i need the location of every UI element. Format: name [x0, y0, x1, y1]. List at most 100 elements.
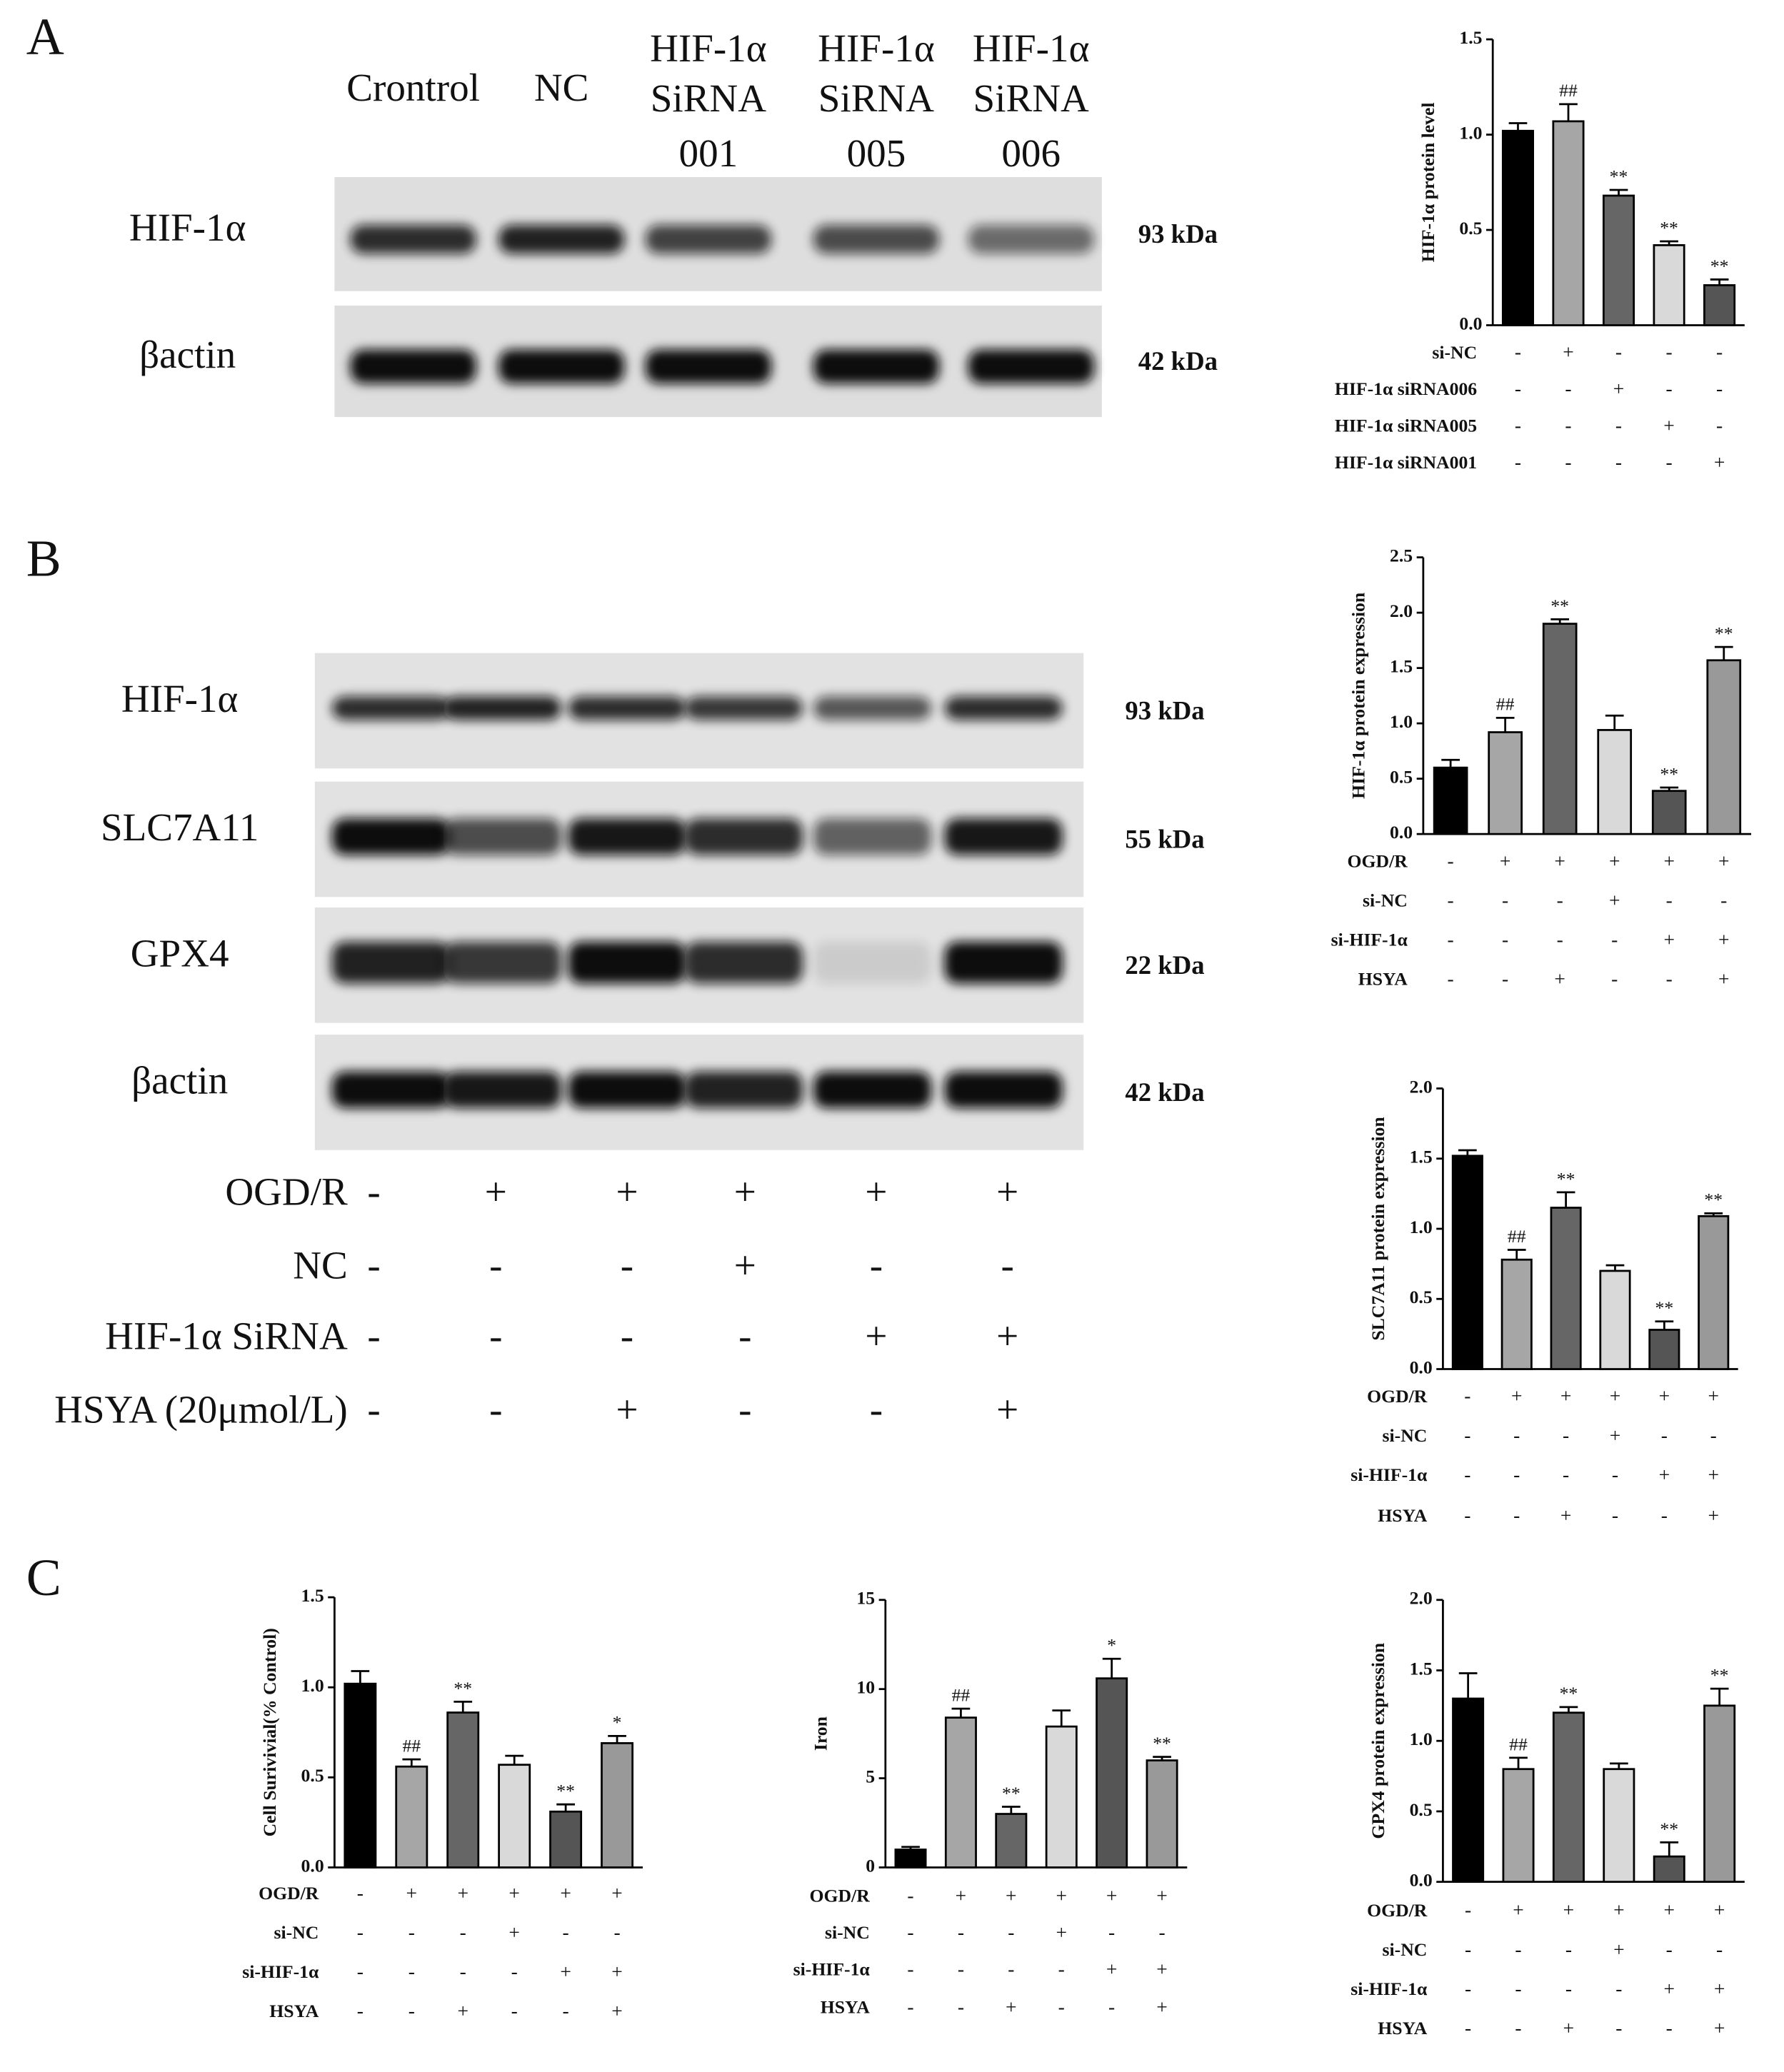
- band: [813, 224, 940, 254]
- condition-sign: -: [1716, 378, 1723, 400]
- blot-row-label: SLC7A11: [101, 805, 259, 849]
- treatment-sign: -: [621, 1314, 633, 1358]
- condition-sign: +: [1106, 1958, 1118, 1980]
- condition-sign: +: [1156, 1996, 1168, 2018]
- condition-sign: -: [1464, 1463, 1470, 1485]
- condition-sign: -: [409, 1961, 415, 1983]
- condition-sign: +: [406, 1881, 418, 1903]
- y-tick-label: 1.0: [1410, 1217, 1433, 1237]
- condition-sign: +: [1613, 1938, 1625, 1960]
- condition-label: si-HIF-1α: [1350, 1464, 1428, 1485]
- condition-sign: +: [1659, 1384, 1670, 1407]
- y-axis-label: Cell Surivivial(% Control): [259, 1628, 280, 1836]
- bar: [944, 1716, 977, 1869]
- significance: **: [1710, 1665, 1729, 1686]
- lane-header: Crontrol: [346, 66, 480, 109]
- condition-sign: -: [1464, 1504, 1470, 1526]
- blot-row-label: HIF-1α: [121, 677, 239, 720]
- lane-header: HIF-1α: [650, 26, 767, 70]
- condition-sign: +: [1708, 1384, 1719, 1407]
- band: [350, 349, 476, 384]
- bar: [1433, 766, 1468, 835]
- condition-sign: -: [907, 1921, 913, 1943]
- significance: **: [1660, 763, 1678, 784]
- condition-sign: -: [1565, 1938, 1572, 1960]
- condition-sign: -: [1615, 2017, 1622, 2039]
- bar: [446, 1711, 480, 1869]
- treatment-label: HSYA (20μmol/L): [54, 1388, 348, 1432]
- y-tick-label: 2.0: [1410, 1076, 1433, 1097]
- condition-sign: -: [1502, 889, 1508, 911]
- treatment-sign: +: [865, 1314, 887, 1358]
- y-axis-label: GPX4 protein expression: [1368, 1643, 1388, 1839]
- y-tick-label: 2.5: [1390, 545, 1413, 566]
- condition-sign: -: [1612, 1463, 1618, 1485]
- condition-sign: -: [1464, 1384, 1470, 1407]
- condition-sign: +: [1663, 1977, 1675, 1999]
- significance: **: [1002, 1783, 1021, 1804]
- bar: [1045, 1725, 1078, 1869]
- band: [568, 1071, 686, 1109]
- condition-sign: +: [611, 1881, 623, 1903]
- condition-sign: +: [1714, 2017, 1725, 2039]
- lane-header: SiRNA: [818, 76, 934, 120]
- bar: [1653, 1855, 1685, 1884]
- y-tick-label: 0.5: [1390, 767, 1413, 788]
- y-tick-label: 5: [866, 1766, 875, 1786]
- condition-label: si-HIF-1α: [242, 1961, 319, 1982]
- condition-sign: -: [1565, 414, 1571, 436]
- y-tick-label: 1.0: [1390, 711, 1413, 732]
- y-tick-label: 2.0: [1390, 600, 1413, 621]
- condition-sign: +: [508, 1881, 520, 1903]
- condition-label: HSYA: [1358, 969, 1408, 990]
- condition-sign: -: [1058, 1996, 1065, 2018]
- condition-sign: +: [1056, 1884, 1067, 1906]
- treatment-sign: -: [367, 1244, 380, 1287]
- bar: [1552, 120, 1585, 326]
- significance: **: [1704, 1190, 1723, 1210]
- y-tick-label: 1.5: [1390, 656, 1413, 677]
- condition-sign: +: [1156, 1958, 1168, 1980]
- bar: [1648, 1329, 1680, 1370]
- band: [813, 696, 932, 720]
- treatment-label: OGD/R: [225, 1170, 348, 1214]
- treatment-sign: -: [870, 1244, 883, 1287]
- condition-label: OGD/R: [1367, 1386, 1428, 1407]
- condition-sign: +: [1718, 850, 1730, 872]
- condition-sign: -: [1515, 1938, 1521, 1960]
- condition-sign: -: [460, 1961, 466, 1983]
- y-tick-label: 0.0: [1459, 313, 1482, 333]
- bar: [1452, 1697, 1485, 1884]
- band: [443, 818, 562, 855]
- condition-sign: -: [1716, 1938, 1723, 1960]
- significance: **: [1610, 166, 1628, 186]
- significance: **: [1550, 595, 1569, 616]
- band: [498, 224, 625, 254]
- blot-size: 93 kDa: [1125, 696, 1204, 725]
- condition-sign: -: [1565, 1977, 1572, 1999]
- condition-label: HIF-1α siRNA006: [1335, 378, 1477, 399]
- condition-sign: -: [1615, 451, 1622, 473]
- blot-size: 42 kDa: [1125, 1077, 1204, 1107]
- bar: [1651, 790, 1687, 835]
- condition-label: si-NC: [1383, 1939, 1428, 1960]
- condition-sign: -: [613, 1921, 620, 1943]
- condition-sign: +: [457, 1881, 468, 1903]
- bar: [1603, 194, 1635, 326]
- condition-sign: -: [1448, 889, 1454, 911]
- condition-sign: +: [1663, 850, 1675, 872]
- condition-sign: -: [1720, 889, 1727, 911]
- band: [331, 818, 451, 855]
- condition-label: si-HIF-1α: [1350, 1978, 1428, 1999]
- significance: ##: [1559, 80, 1578, 101]
- band: [968, 349, 1094, 384]
- condition-sign: -: [1665, 378, 1672, 400]
- bar: [894, 1849, 927, 1869]
- band: [944, 941, 1063, 984]
- bar: [1096, 1677, 1128, 1869]
- y-axis-label: HIF-1α protein level: [1418, 102, 1438, 262]
- bar: [1703, 284, 1736, 326]
- bar: [1552, 1711, 1585, 1884]
- condition-sign: +: [508, 1921, 520, 1943]
- condition-sign: -: [1615, 414, 1622, 436]
